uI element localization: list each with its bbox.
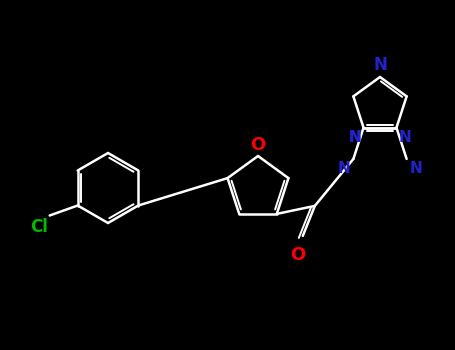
Text: Cl: Cl [30,217,48,236]
Text: N: N [410,161,422,176]
Text: N: N [349,130,362,145]
Text: O: O [250,136,266,154]
Text: N: N [349,130,362,145]
Text: N: N [373,56,387,74]
Text: N: N [399,130,411,145]
Text: N: N [338,161,350,176]
Text: O: O [290,246,305,264]
